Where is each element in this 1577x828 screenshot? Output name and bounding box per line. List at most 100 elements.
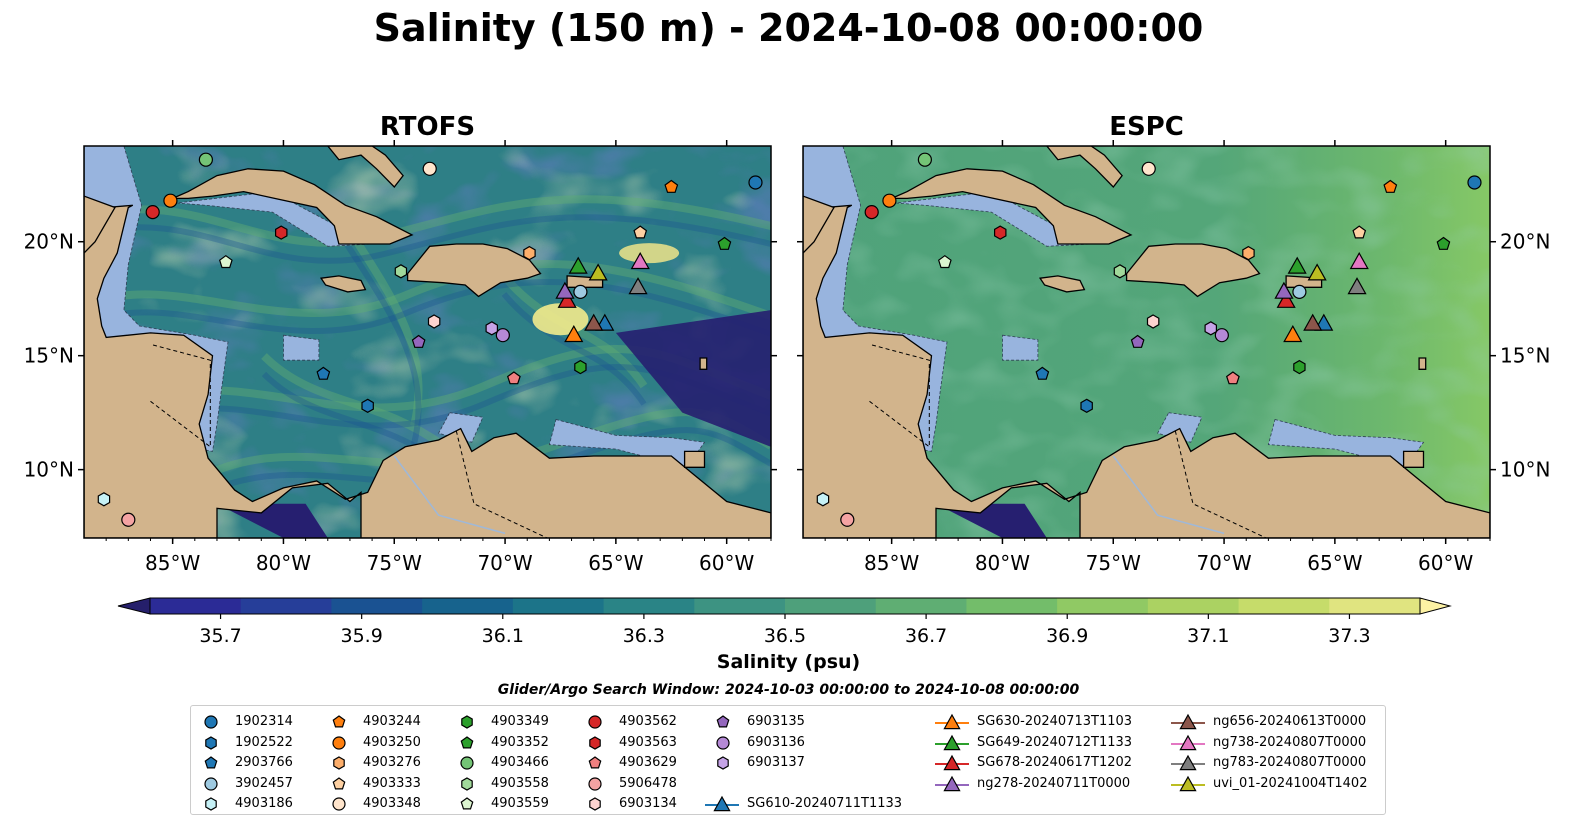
platform-marker-6903136 bbox=[1214, 328, 1229, 343]
legend-entry: ng278-20240711T0000 bbox=[935, 774, 1155, 794]
legend-label: 4903276 bbox=[363, 755, 421, 771]
land-bahamas bbox=[326, 146, 404, 188]
legend-symbol bbox=[713, 796, 731, 812]
legend-symbol bbox=[1179, 775, 1197, 791]
platform-marker-1902314 bbox=[1467, 175, 1482, 190]
land-bahamas bbox=[1045, 146, 1123, 188]
legend-label: ng656-20240613T0000 bbox=[1213, 714, 1367, 729]
legend-symbol bbox=[332, 735, 346, 750]
legend-label: SG610-20240711T1133 bbox=[747, 796, 903, 812]
colorbar-segment bbox=[966, 598, 1058, 614]
legend-symbol bbox=[204, 715, 218, 729]
legend-label: 4903333 bbox=[363, 775, 421, 791]
y-tick-label: 10°N bbox=[1500, 458, 1550, 482]
platform-marker-6903134 bbox=[1146, 314, 1160, 329]
legend-label: 6903137 bbox=[747, 755, 805, 771]
x-tick-label: 60°W bbox=[699, 551, 754, 575]
legend-entry: 4903563 bbox=[587, 733, 707, 753]
land-yucatanUpper bbox=[803, 195, 835, 255]
land-centralAmerica bbox=[84, 146, 771, 538]
land-cuba bbox=[172, 168, 414, 245]
legend-label: SG678-20240617T1202 bbox=[977, 755, 1133, 771]
land-hispaniola bbox=[406, 243, 542, 298]
legend-symbol bbox=[588, 777, 602, 791]
platform-marker-4903558 bbox=[1113, 264, 1127, 279]
platform-marker-4903333 bbox=[633, 225, 648, 239]
platform-marker-4903563 bbox=[993, 225, 1007, 240]
legend-symbol bbox=[716, 715, 730, 728]
legend-symbol bbox=[333, 756, 345, 770]
platform-marker-6903137 bbox=[1204, 321, 1218, 336]
legend: 1902314 1902522 2903766 3902457 4903186 49032… bbox=[190, 705, 1386, 815]
legend-symbol bbox=[332, 797, 346, 811]
colorbar-segment bbox=[1329, 598, 1421, 614]
legend-entry: 2903766 bbox=[203, 753, 323, 773]
platform-marker-SG630-20240713T1103 bbox=[564, 324, 584, 343]
legend-entry: 4903559 bbox=[459, 794, 579, 814]
legend-entry: SG630-20240713T1103 bbox=[935, 712, 1155, 732]
colorbar-tick-label: 36.3 bbox=[623, 625, 665, 647]
legend-entry: ng738-20240807T0000 bbox=[1171, 733, 1391, 753]
legend-marker bbox=[588, 715, 602, 729]
platform-marker-ng783-20240807T0000 bbox=[1347, 277, 1367, 295]
y-tick-label: 15°N bbox=[24, 344, 74, 368]
legend-symbol bbox=[205, 735, 217, 750]
legend-entry: 4903333 bbox=[331, 774, 451, 794]
legend-label: SG630-20240713T1103 bbox=[977, 714, 1133, 729]
legend-label: 4903563 bbox=[619, 734, 677, 750]
land-jamaica bbox=[1038, 275, 1086, 293]
platform-marker-1902522 bbox=[1080, 398, 1093, 413]
platform-marker-SG649-20240712T1133 bbox=[568, 256, 588, 274]
legend-symbol bbox=[943, 754, 961, 771]
legend-label: 4903558 bbox=[491, 775, 549, 791]
colorbar-extend-low bbox=[117, 597, 151, 615]
colorbar: 35.7 35.9 36.1 36.3 36.5 36.7 36.9 37.1 37.3 bbox=[117, 597, 1452, 647]
legend-entry: SG610-20240711T1133 bbox=[705, 794, 925, 814]
legend-entry: 6903135 bbox=[715, 712, 835, 732]
legend-symbol bbox=[461, 715, 473, 729]
colorbar-tick-label: 35.7 bbox=[199, 625, 241, 647]
legend-marker bbox=[332, 715, 346, 728]
platform-marker-4903276 bbox=[523, 245, 536, 261]
legend-label: 4903466 bbox=[491, 755, 549, 771]
platform-marker-SG649-20240712T1133 bbox=[1287, 256, 1307, 274]
legend-marker bbox=[1171, 775, 1205, 791]
legend-label: 5906478 bbox=[619, 775, 677, 791]
legend-entry: ng783-20240807T0000 bbox=[1171, 753, 1391, 773]
pacific-ocean bbox=[217, 503, 328, 538]
legend-symbol bbox=[588, 756, 602, 769]
platform-marker-ng738-20240807T0000 bbox=[630, 251, 650, 270]
legend-entry: 4903186 bbox=[203, 794, 323, 814]
eddy-filament bbox=[501, 292, 647, 406]
platform-marker-4903186 bbox=[816, 492, 830, 507]
legend-entry: 6903136 bbox=[715, 733, 835, 753]
land-yucatanUpper bbox=[84, 195, 116, 255]
land-trinidad bbox=[1402, 450, 1425, 468]
x-tick-label: 85°W bbox=[864, 551, 919, 575]
colorbar-tick-label: 35.9 bbox=[341, 625, 383, 647]
eddy-filament bbox=[84, 260, 771, 320]
x-tick-label: 70°W bbox=[1196, 551, 1251, 575]
legend-symbol bbox=[588, 715, 602, 729]
legend-symbol bbox=[204, 756, 218, 769]
platform-marker-1902522 bbox=[361, 398, 374, 413]
legend-label: ng278-20240711T0000 bbox=[977, 775, 1131, 791]
platform-marker-uvi_01-20241004T1402 bbox=[1307, 263, 1327, 281]
legend-symbol bbox=[589, 735, 601, 750]
x-tick-label: 75°W bbox=[1086, 551, 1141, 575]
panel-title-rtofs: RTOFS bbox=[379, 112, 476, 142]
platform-marker-SG630-20240713T1103 bbox=[1283, 324, 1303, 343]
platform-marker-5906478 bbox=[121, 512, 136, 527]
land-cuba bbox=[891, 168, 1133, 245]
platform-marker-4903352 bbox=[717, 236, 732, 250]
legend-marker bbox=[204, 777, 218, 791]
legend-marker bbox=[1171, 713, 1205, 730]
chart-figure: 85°W 80°W 75°W 70°W 65°W 60°W 10°N 15°N 20°N 85°… bbox=[24, 140, 1550, 647]
platform-marker-4903559 bbox=[937, 254, 952, 269]
platform-marker-4903186 bbox=[97, 492, 111, 507]
legend-symbol bbox=[460, 735, 474, 749]
legend-entry: 4903244 bbox=[331, 712, 451, 732]
legend-label: 1902522 bbox=[235, 734, 293, 750]
legend-symbol bbox=[943, 775, 961, 791]
platform-marker-4903250 bbox=[882, 193, 897, 208]
